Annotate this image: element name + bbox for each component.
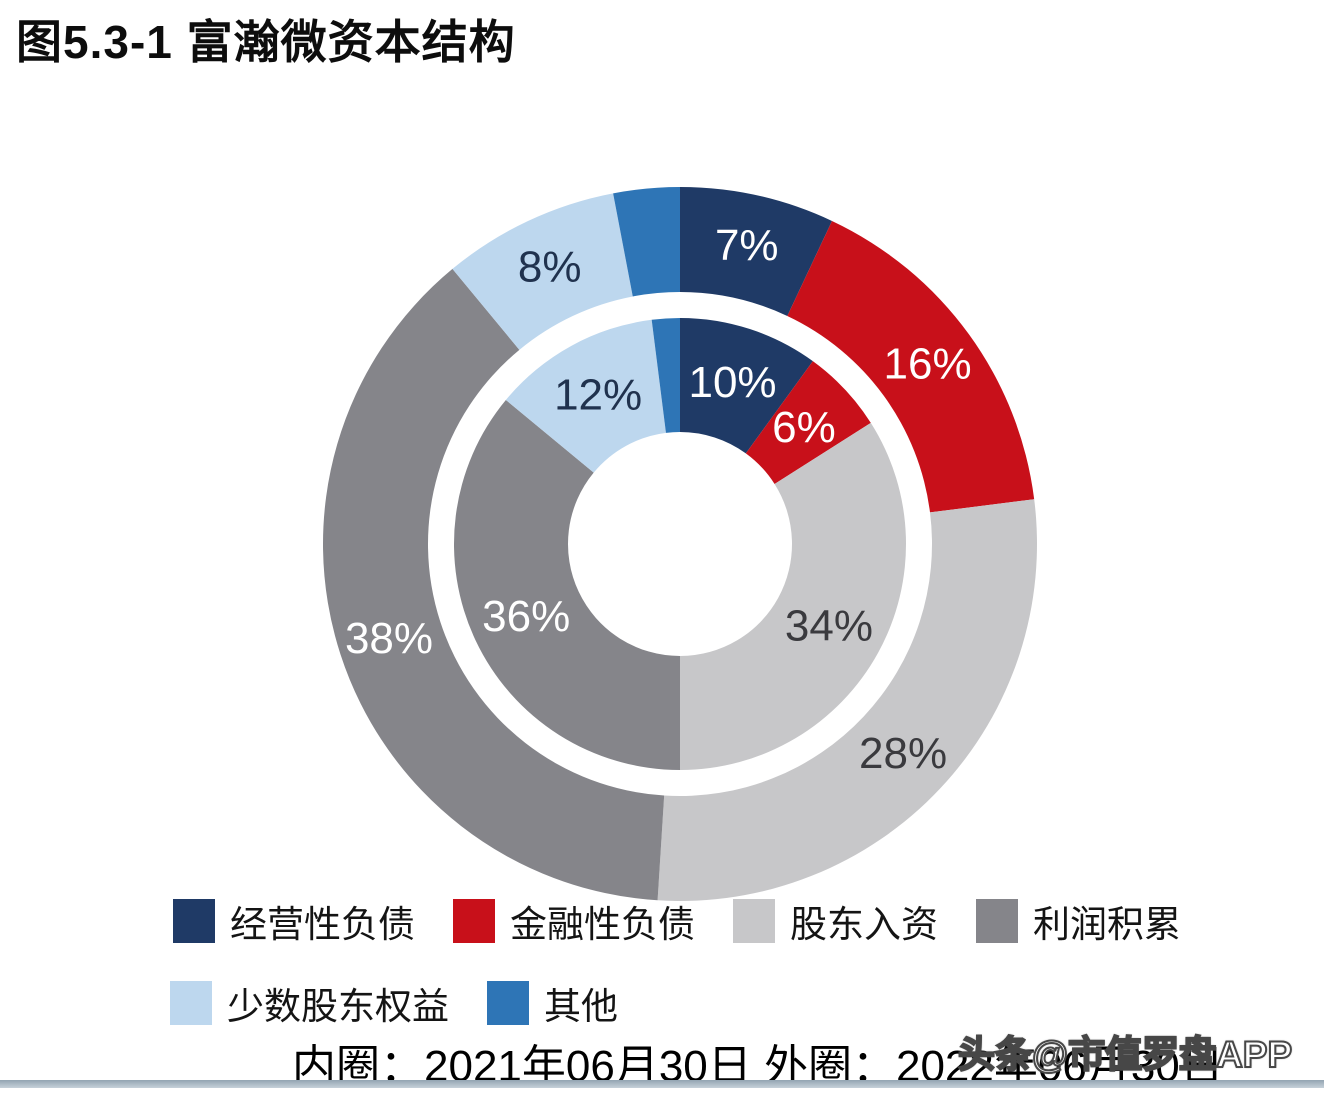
legend-label-金融性负债: 金融性负债 xyxy=(510,904,695,945)
outer-slice-少数股东权益 xyxy=(452,193,633,350)
legend-item-利润积累: 利润积累 xyxy=(976,894,1181,948)
outer-slice-其他 xyxy=(613,187,680,297)
legend-swatch-经营性负债 xyxy=(173,899,215,943)
legend-item-经营性负债: 经营性负债 xyxy=(173,894,415,948)
inner-slice-label-少数股东权益: 12% xyxy=(554,371,642,420)
inner-slice-少数股东权益 xyxy=(505,319,666,473)
legend-row-2: 少数股东权益 其他 xyxy=(170,976,618,1030)
outer-slice-股东入资 xyxy=(657,499,1037,901)
outer-slice-经营性负债 xyxy=(680,187,833,316)
inner-slice-利润积累 xyxy=(453,399,680,770)
inner-slice-label-利润积累: 36% xyxy=(482,592,570,641)
legend-swatch-金融性负债 xyxy=(453,899,495,943)
legend-item-其他: 其他 xyxy=(487,976,618,1030)
legend-item-股东入资: 股东入资 xyxy=(733,894,938,948)
legend-row-1: 经营性负债 金融性负债 股东入资 利润积累 xyxy=(173,894,1181,948)
outer-slice-label-利润积累: 38% xyxy=(345,614,433,663)
watermark-text: 头条@市值罗盘APP xyxy=(957,1033,1293,1076)
legend-swatch-股东入资 xyxy=(733,899,775,943)
bottom-strip xyxy=(0,1080,1324,1088)
legend-label-经营性负债: 经营性负债 xyxy=(230,904,415,945)
legend-swatch-利润积累 xyxy=(976,899,1018,943)
inner-slice-股东入资 xyxy=(680,422,907,770)
outer-slice-利润积累 xyxy=(323,268,665,901)
outer-slice-label-经营性负债: 7% xyxy=(715,221,779,270)
page-title: 图5.3-1 富瀚微资本结构 xyxy=(16,16,516,68)
legend-item-少数股东权益: 少数股东权益 xyxy=(170,976,449,1030)
outer-slice-label-金融性负债: 16% xyxy=(884,340,972,389)
legend-label-利润积累: 利润积累 xyxy=(1033,904,1181,945)
legend-label-股东入资: 股东入资 xyxy=(790,904,938,945)
inner-slice-label-经营性负债: 10% xyxy=(688,358,776,407)
outer-slice-label-少数股东权益: 8% xyxy=(518,243,582,292)
inner-slice-金融性负债 xyxy=(745,361,871,484)
legend-swatch-其他 xyxy=(487,981,529,1025)
legend-swatch-少数股东权益 xyxy=(170,981,212,1025)
outer-slice-label-股东入资: 28% xyxy=(859,729,947,778)
outer-slice-金融性负债 xyxy=(787,220,1035,513)
inner-slice-label-金融性负债: 6% xyxy=(772,403,836,452)
legend-label-其他: 其他 xyxy=(544,986,618,1027)
inner-slice-经营性负债 xyxy=(680,318,813,454)
legend-item-金融性负债: 金融性负债 xyxy=(453,894,695,948)
inner-slice-其他 xyxy=(651,318,680,433)
inner-slice-label-股东入资: 34% xyxy=(785,601,873,650)
legend-label-少数股东权益: 少数股东权益 xyxy=(227,986,449,1027)
